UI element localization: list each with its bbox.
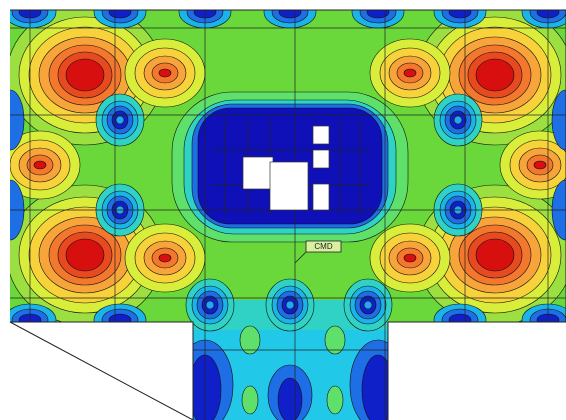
contour-spot <box>93 303 147 337</box>
label: CMD <box>314 242 332 251</box>
mesh-lines <box>10 10 566 420</box>
contour-band <box>277 377 303 420</box>
contour-band <box>269 161 309 211</box>
contour-spot <box>369 223 451 293</box>
label-box <box>305 240 342 253</box>
openings <box>242 125 330 211</box>
contour-band <box>324 325 346 355</box>
contour-spot <box>433 303 487 337</box>
contour-spot <box>124 223 206 293</box>
outline <box>9 9 566 420</box>
contour-band <box>326 385 344 415</box>
contour-spot <box>265 278 315 332</box>
contour-band <box>241 385 259 415</box>
contour-spot <box>124 38 206 108</box>
contour-band <box>312 149 330 169</box>
contour-band <box>242 156 274 190</box>
contour-band <box>312 125 330 145</box>
contour-spot <box>433 93 483 147</box>
contour-band <box>551 89 566 151</box>
contour-band <box>312 183 330 211</box>
contour-spot <box>369 38 451 108</box>
contour-spot <box>95 93 145 147</box>
contour-band <box>361 354 395 420</box>
contour-band <box>239 325 261 355</box>
contour-band <box>10 89 25 151</box>
